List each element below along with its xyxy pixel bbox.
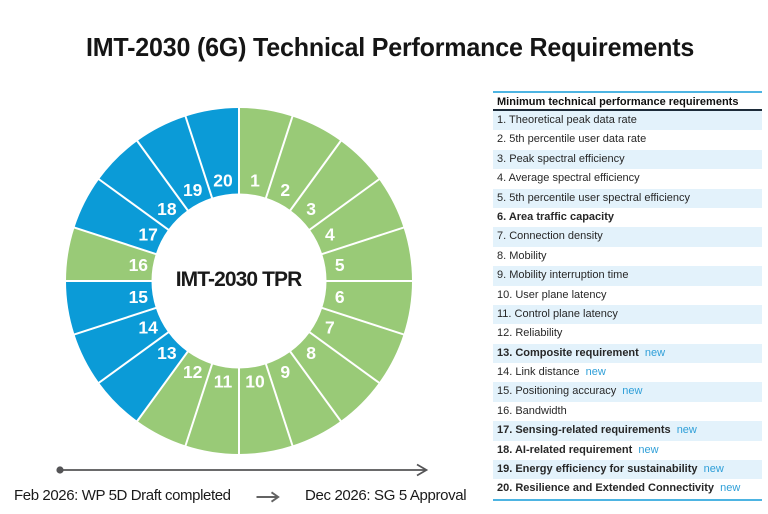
svg-text:2: 2 xyxy=(280,180,290,200)
svg-text:18: 18 xyxy=(157,199,177,219)
svg-text:6: 6 xyxy=(335,287,345,307)
svg-text:19: 19 xyxy=(183,180,203,200)
svg-text:3: 3 xyxy=(306,199,316,219)
svg-text:4: 4 xyxy=(325,225,335,245)
svg-text:5: 5 xyxy=(335,255,345,275)
svg-text:12: 12 xyxy=(183,362,203,382)
svg-text:IMT-2030 TPR: IMT-2030 TPR xyxy=(176,268,303,291)
svg-text:7: 7 xyxy=(325,317,335,337)
svg-text:20: 20 xyxy=(213,170,233,190)
svg-text:11: 11 xyxy=(214,372,233,392)
svg-text:15: 15 xyxy=(129,287,149,307)
svg-text:16: 16 xyxy=(129,255,149,275)
svg-text:8: 8 xyxy=(306,343,316,363)
svg-text:10: 10 xyxy=(245,372,265,392)
svg-text:13: 13 xyxy=(157,343,177,363)
svg-text:17: 17 xyxy=(138,225,157,245)
svg-text:1: 1 xyxy=(250,170,260,190)
svg-text:9: 9 xyxy=(280,362,290,382)
svg-text:14: 14 xyxy=(138,317,158,337)
